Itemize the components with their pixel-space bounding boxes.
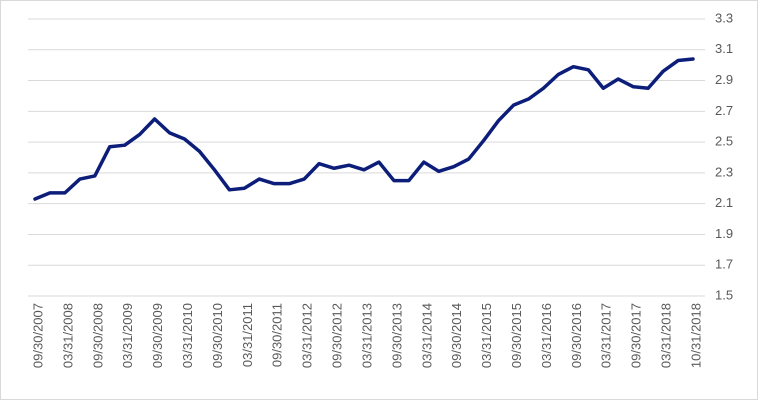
y-tick-label: 1.5 bbox=[715, 287, 733, 302]
y-tick-label: 1.7 bbox=[715, 257, 733, 272]
y-tick-label: 2.5 bbox=[715, 134, 733, 149]
x-tick-label: 09/30/2009 bbox=[150, 303, 165, 368]
x-tick-label: 10/31/2018 bbox=[688, 303, 703, 368]
y-tick-label: 3.3 bbox=[715, 10, 733, 25]
x-tick-label: 09/30/2017 bbox=[629, 303, 644, 368]
x-tick-label: 03/31/2010 bbox=[180, 303, 195, 368]
x-tick-label: 03/31/2012 bbox=[300, 303, 315, 368]
x-tick-label: 09/30/2014 bbox=[449, 303, 464, 368]
data-line bbox=[33, 57, 695, 201]
y-tick-label: 3.1 bbox=[715, 41, 733, 56]
x-tick-label: 09/30/2007 bbox=[30, 303, 45, 368]
x-tick-label: 03/31/2009 bbox=[120, 303, 135, 368]
x-tick-label: 09/30/2011 bbox=[270, 303, 285, 367]
x-tick-label: 03/31/2017 bbox=[599, 303, 614, 368]
y-tick-label: 2.7 bbox=[715, 103, 733, 118]
x-tick-label: 09/30/2016 bbox=[569, 303, 584, 368]
x-tick-label: 03/31/2018 bbox=[659, 303, 674, 368]
x-tick-label: 09/30/2015 bbox=[509, 303, 524, 368]
x-tick-label: 09/30/2012 bbox=[330, 303, 345, 368]
y-tick-label: 2.3 bbox=[715, 164, 733, 179]
x-tick-label: 03/31/2016 bbox=[539, 303, 554, 368]
x-tick-label: 09/30/2013 bbox=[389, 303, 404, 368]
x-tick-label: 09/30/2008 bbox=[90, 303, 105, 368]
x-tick-label: 03/31/2013 bbox=[359, 303, 374, 368]
x-tick-label: 09/30/2010 bbox=[210, 303, 225, 368]
x-tick-label: 03/31/2015 bbox=[479, 303, 494, 368]
y-tick-label: 2.9 bbox=[715, 72, 733, 87]
y-tick-label: 1.9 bbox=[715, 226, 733, 241]
y-tick-label: 2.1 bbox=[715, 195, 733, 210]
x-tick-label: 03/31/2008 bbox=[60, 303, 75, 368]
x-tick-label: 03/31/2011 bbox=[240, 303, 255, 367]
x-tick-label: 03/31/2014 bbox=[419, 303, 434, 368]
